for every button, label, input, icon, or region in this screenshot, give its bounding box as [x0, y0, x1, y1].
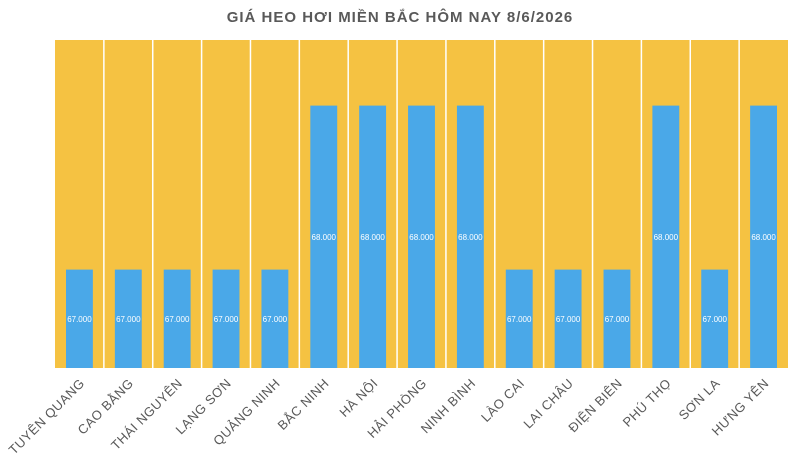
bar-value-label: 67.000 — [214, 315, 239, 324]
bar — [359, 105, 387, 368]
bar — [261, 269, 289, 368]
chart-title: GIÁ HEO HƠI MIỀN BẮC HÔM NAY 8/6/2026 — [227, 8, 574, 26]
x-tick-label: PHÚ THỌ — [620, 376, 674, 430]
bar — [505, 269, 533, 368]
bar-value-label: 67.000 — [263, 315, 288, 324]
bar — [163, 269, 191, 368]
x-tick-label: HÀ NỘI — [336, 376, 380, 420]
x-tick-label: BẮC NINH — [275, 376, 332, 433]
x-tick-label: TUYÊN QUANG — [6, 376, 88, 458]
bar-value-label: 68.000 — [751, 233, 776, 242]
bar-value-label: 68.000 — [409, 233, 434, 242]
bar-value-label: 68.000 — [654, 233, 679, 242]
bar-series — [65, 105, 778, 368]
bar — [212, 269, 240, 368]
bar — [456, 105, 484, 368]
bar — [603, 269, 631, 368]
bar-value-label: 67.000 — [605, 315, 630, 324]
bar — [652, 105, 680, 368]
bar-value-label: 67.000 — [165, 315, 190, 324]
bar-value-label: 67.000 — [507, 315, 532, 324]
bar-value-label: 68.000 — [312, 233, 337, 242]
bar — [408, 105, 435, 368]
bar — [554, 269, 582, 368]
bar-value-label: 67.000 — [556, 315, 581, 324]
bar — [701, 269, 729, 368]
x-tick-label: LÀO CAI — [478, 376, 527, 425]
bar-value-label: 67.000 — [116, 315, 141, 324]
bar-value-label: 67.000 — [67, 315, 92, 324]
bar — [750, 105, 778, 368]
bar — [114, 269, 142, 368]
x-tick-label: SƠN LA — [676, 376, 723, 423]
bar — [310, 105, 338, 368]
bar — [65, 269, 93, 368]
bar-value-label: 68.000 — [360, 233, 385, 242]
bar-value-label: 68.000 — [458, 233, 483, 242]
data-labels: 67.000 67.000 67.000 67.000 67.000 68.000 68.0… — [67, 233, 776, 324]
bar-value-label: 67.000 — [702, 315, 727, 324]
category-dividers — [103, 40, 740, 368]
